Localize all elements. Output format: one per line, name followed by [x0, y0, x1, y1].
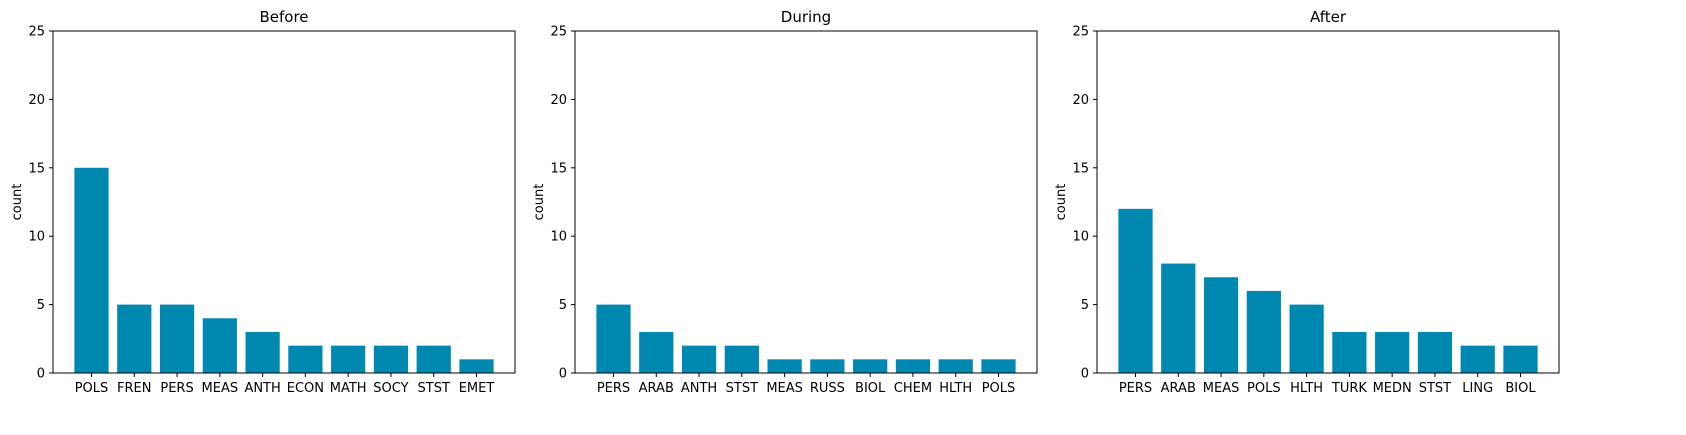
y-tick-label: 10: [1072, 230, 1089, 245]
y-tick-label: 20: [550, 93, 567, 108]
x-tick-label: RUSS: [810, 381, 845, 396]
x-tick-label: CHEM: [894, 381, 932, 396]
chart-panel-0: 0 5 10 15 20 25 POLS FREN PERS MEAS ANTH ECON MATH SO…: [10, 8, 516, 396]
x-tick-label: FREN: [117, 381, 151, 396]
y-tick-label: 0: [1081, 367, 1089, 382]
x-tick-label: PERS: [1119, 381, 1152, 396]
y-tick-label: 5: [559, 298, 567, 313]
y-axis-label: count: [532, 184, 547, 221]
y-tick-label: 0: [559, 367, 567, 382]
x-tick-label: PERS: [160, 381, 193, 396]
y-tick-label: 25: [1072, 25, 1089, 40]
x-tick-label: HLTH: [1290, 381, 1323, 396]
bar-stst: [1417, 331, 1453, 373]
bar-emet: [459, 359, 494, 373]
bar-socy: [373, 345, 409, 373]
bar-pers: [1118, 208, 1153, 373]
y-tick-label: 5: [1081, 298, 1089, 313]
x-tick-label: BIOL: [1505, 381, 1536, 396]
x-tick-label: MEAS: [1203, 381, 1240, 396]
chart-panel-1: 0 5 10 15 20 25 PERS ARAB ANTH STST MEAS RUSS BIOL CH…: [532, 8, 1038, 396]
y-tick-label: 15: [28, 161, 45, 176]
x-tick-label: LING: [1462, 381, 1493, 396]
bar-ling: [1460, 345, 1495, 373]
bar-anth: [245, 331, 280, 373]
x-tick-label: ANTH: [244, 381, 280, 396]
bar-pols: [74, 167, 109, 373]
x-tick-label: POLS: [1247, 381, 1281, 396]
bar-pers: [159, 304, 195, 373]
x-tick-label: EMET: [459, 381, 495, 396]
x-tick-label: ARAB: [1161, 381, 1196, 396]
bar-stst: [724, 345, 759, 373]
chart-title: After: [1310, 8, 1347, 26]
bar-meas: [767, 359, 802, 373]
y-tick-label: 5: [37, 298, 45, 313]
bar-medn: [1375, 331, 1410, 373]
bar-pols: [1246, 290, 1281, 373]
y-tick-label: 10: [550, 230, 567, 245]
x-tick-label: PERS: [597, 381, 630, 396]
bar-math: [331, 345, 366, 373]
bar-arab: [639, 331, 674, 373]
y-tick-label: 20: [28, 93, 45, 108]
x-tick-label: MEAS: [766, 381, 803, 396]
bar-chem: [895, 359, 931, 373]
bar-pers: [596, 304, 631, 373]
chart-title: Before: [259, 8, 308, 26]
y-tick-label: 25: [550, 25, 567, 40]
x-tick-label: ARAB: [639, 381, 674, 396]
x-tick-label: STST: [418, 381, 450, 396]
bar-arab: [1161, 263, 1196, 373]
x-tick-label: SOCY: [373, 381, 408, 396]
x-tick-label: TURK: [1331, 381, 1367, 396]
x-tick-label: POLS: [75, 381, 109, 396]
bar-stst: [416, 345, 451, 373]
y-tick-label: 15: [550, 161, 567, 176]
bar-biol: [853, 359, 888, 373]
bar-russ: [810, 359, 845, 373]
bar-hlth: [938, 359, 973, 373]
x-tick-label: BIOL: [855, 381, 886, 396]
axes-frame: [52, 30, 516, 374]
bar-meas: [202, 318, 237, 373]
axes-frame: [1096, 30, 1560, 374]
y-tick-label: 15: [1072, 161, 1089, 176]
y-axis-label: count: [1054, 184, 1069, 221]
chart-panel-2: 0 5 10 15 20 25 PERS ARAB MEAS POLS HLTH TURK MEDN ST…: [1054, 8, 1560, 396]
x-tick-label: HLTH: [939, 381, 972, 396]
x-tick-label: ECON: [287, 381, 324, 396]
bar-anth: [681, 345, 717, 373]
x-tick-label: STST: [1419, 381, 1451, 396]
axes-frame: [574, 30, 1038, 374]
x-tick-label: ANTH: [681, 381, 717, 396]
x-tick-label: POLS: [982, 381, 1016, 396]
x-tick-label: MATH: [330, 381, 367, 396]
bar-turk: [1332, 331, 1367, 373]
y-axis-label: count: [10, 184, 25, 221]
chart-title: During: [781, 8, 831, 26]
y-tick-label: 0: [37, 367, 45, 382]
bar-hlth: [1289, 304, 1324, 373]
y-tick-label: 10: [28, 230, 45, 245]
bar-fren: [117, 304, 152, 373]
x-tick-label: MEDN: [1373, 381, 1412, 396]
bar-econ: [288, 345, 323, 373]
bar-biol: [1503, 345, 1538, 373]
y-tick-label: 20: [1072, 93, 1089, 108]
y-tick-label: 25: [28, 25, 45, 40]
bar-pols: [981, 359, 1016, 373]
x-tick-label: STST: [726, 381, 758, 396]
bar-meas: [1203, 277, 1239, 373]
x-tick-label: MEAS: [202, 381, 239, 396]
